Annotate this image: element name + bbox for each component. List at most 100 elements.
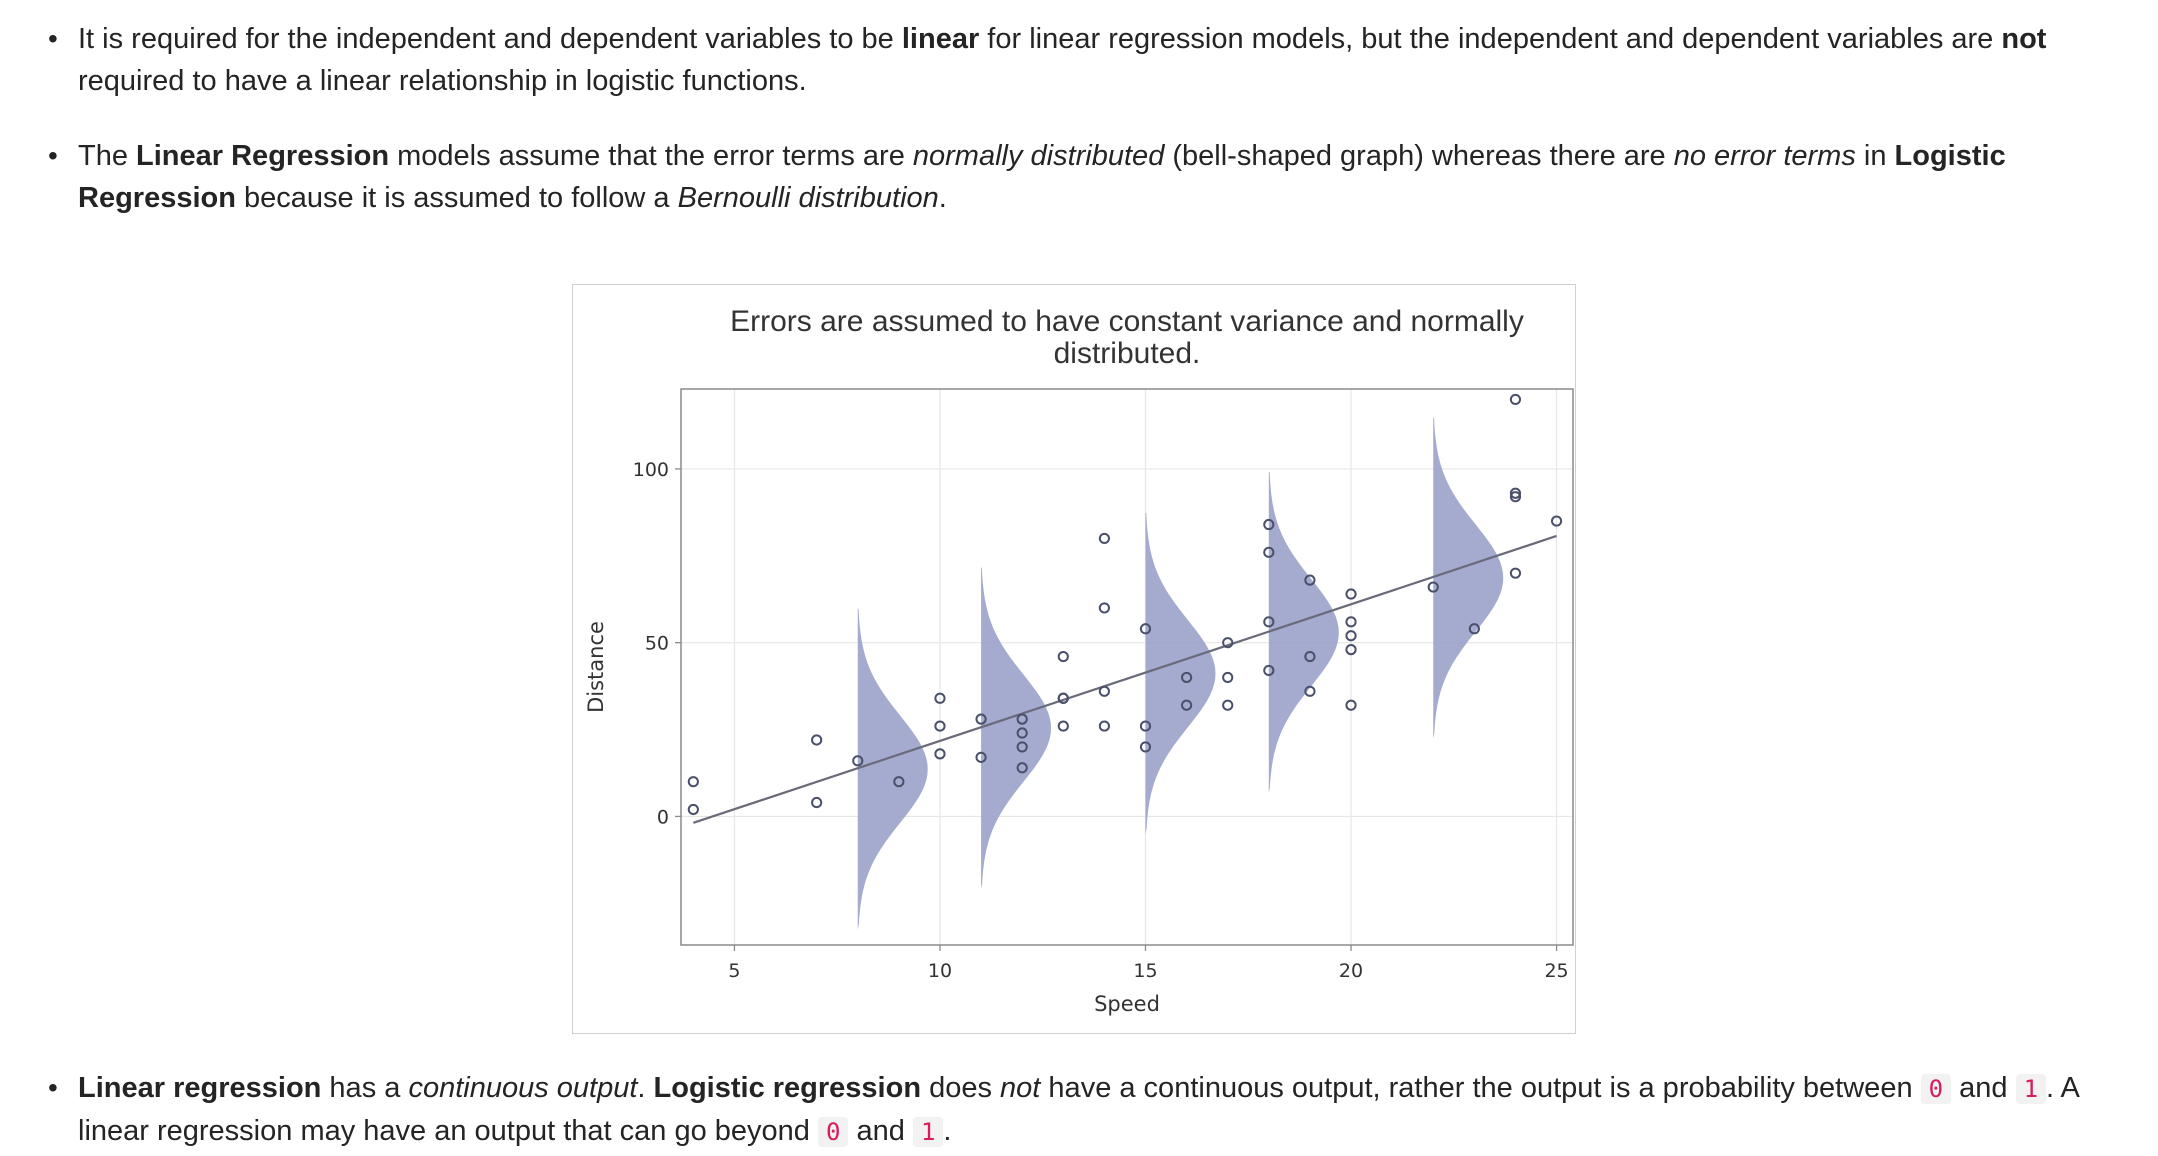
data-point (1304, 650, 1316, 663)
error-bell (857, 608, 928, 930)
data-point (1304, 685, 1316, 697)
x-tick-label: 5 (728, 960, 740, 982)
error-bell (1268, 472, 1339, 794)
data-point (975, 751, 987, 763)
data-point (1098, 685, 1110, 697)
bold-text: Linear Regression (136, 140, 390, 172)
x-tick-label: 20 (1339, 960, 1363, 982)
data-point (1263, 518, 1275, 531)
y-tick-label: 100 (633, 459, 669, 481)
data-point (687, 776, 699, 788)
data-point (1222, 671, 1234, 684)
data-point (1509, 393, 1522, 406)
text-run: and (1951, 1072, 2016, 1104)
data-point (1139, 741, 1152, 753)
bold-text: linear (901, 23, 980, 55)
data-point (1263, 664, 1275, 677)
text-run: does (921, 1072, 1001, 1104)
text-run: The (78, 140, 137, 172)
chart-text: 5 10 15 20 25 0 50 100 Errors are assumed to hav… (584, 305, 1569, 1016)
data-point (1550, 515, 1563, 527)
regression-figure: 5 10 15 20 25 0 50 100 Errors are assumed to hav… (572, 284, 1576, 1034)
data-point (1345, 644, 1357, 656)
data-point (1057, 720, 1069, 732)
italic-text: not (1000, 1072, 1041, 1104)
data-point (1057, 692, 1069, 704)
paragraph-text: It is required for the independent and d… (78, 23, 2046, 97)
data-point (811, 734, 823, 746)
y-tick-label: 50 (645, 633, 669, 655)
data-point (1016, 727, 1028, 739)
inline-code: 1 (2015, 1074, 2047, 1104)
text-run: has a (321, 1072, 409, 1104)
text-run: models assume that the error terms are (389, 140, 913, 172)
text-run: because it is assumed to follow a (235, 182, 678, 214)
data-point (1139, 720, 1152, 732)
data-point (1468, 623, 1480, 635)
italic-text: Bernoulli distribution (677, 182, 939, 214)
bold-text: Logistic Regression (78, 140, 2006, 214)
regression-line (692, 534, 1557, 824)
data-point (687, 803, 699, 816)
data-point (1222, 699, 1234, 711)
data-points (687, 393, 1563, 816)
data-point (1345, 630, 1357, 642)
text-run: in (1855, 140, 1895, 172)
data-point (1509, 491, 1522, 503)
text-run: . (637, 1072, 654, 1104)
data-point (1098, 720, 1110, 732)
y-axis-label: Distance (584, 621, 608, 713)
paragraph-text: Linear regression has a continuous outpu… (78, 1072, 2078, 1147)
data-point (1222, 637, 1234, 649)
bullet-error-terms: The Linear Regression models assume that… (48, 135, 2128, 219)
y-tick-label: 0 (657, 806, 669, 828)
data-point (1345, 588, 1357, 600)
chart-title-line: Errors are assumed to have constant vari… (730, 305, 1524, 338)
data-point (934, 692, 946, 704)
x-tick-label: 15 (1133, 960, 1157, 982)
bullet-continuous-output: Linear regression has a continuous outpu… (48, 1067, 2128, 1153)
inline-code: 0 (1920, 1074, 1952, 1104)
text-run: and (848, 1115, 913, 1147)
data-point (1057, 650, 1069, 663)
bold-text: Logistic regression (653, 1072, 922, 1104)
data-point (1181, 671, 1193, 684)
data-point (934, 720, 946, 732)
data-point (1427, 581, 1439, 593)
bold-text: Linear regression (78, 1072, 322, 1104)
text-run: required to have a linear relationship i… (78, 65, 807, 97)
data-point (1263, 616, 1275, 628)
x-tick-label: 10 (928, 960, 952, 982)
data-point (1304, 574, 1316, 586)
x-tick-label: 25 (1544, 960, 1568, 982)
italic-text: no error terms (1673, 140, 1856, 172)
bold-text: not (2001, 23, 2047, 55)
chart-title-line: distributed. (1054, 337, 1201, 370)
italic-text: normally distributed (912, 140, 1165, 172)
inline-code: 0 (817, 1117, 849, 1147)
text-run: . (943, 1115, 952, 1147)
data-point (1139, 623, 1152, 635)
data-point (1345, 699, 1357, 711)
text-run: have a continuous output, rather the out… (1040, 1072, 1921, 1104)
error-bell (981, 567, 1052, 889)
plot-border (680, 388, 1574, 946)
data-point (1509, 487, 1522, 499)
data-point (1263, 546, 1275, 558)
data-point (1016, 713, 1028, 725)
text-run: for linear regression models, but the in… (979, 23, 2002, 55)
data-point (852, 755, 864, 767)
error-bell (1145, 513, 1216, 835)
data-point (893, 776, 905, 788)
regression-line-group (692, 534, 1557, 824)
bullet-linearity: It is required for the independent and d… (48, 18, 2128, 102)
data-point (1098, 602, 1110, 614)
data-point (811, 796, 823, 809)
data-point (1098, 532, 1110, 545)
data-point (1509, 567, 1522, 579)
inline-code: 1 (912, 1117, 944, 1147)
italic-text: continuous output (408, 1072, 638, 1104)
regression-chart: 5 10 15 20 25 0 50 100 Errors are assumed to hav… (584, 305, 1574, 1016)
x-axis-label: Speed (1094, 992, 1160, 1016)
plot-frame (680, 388, 1574, 946)
